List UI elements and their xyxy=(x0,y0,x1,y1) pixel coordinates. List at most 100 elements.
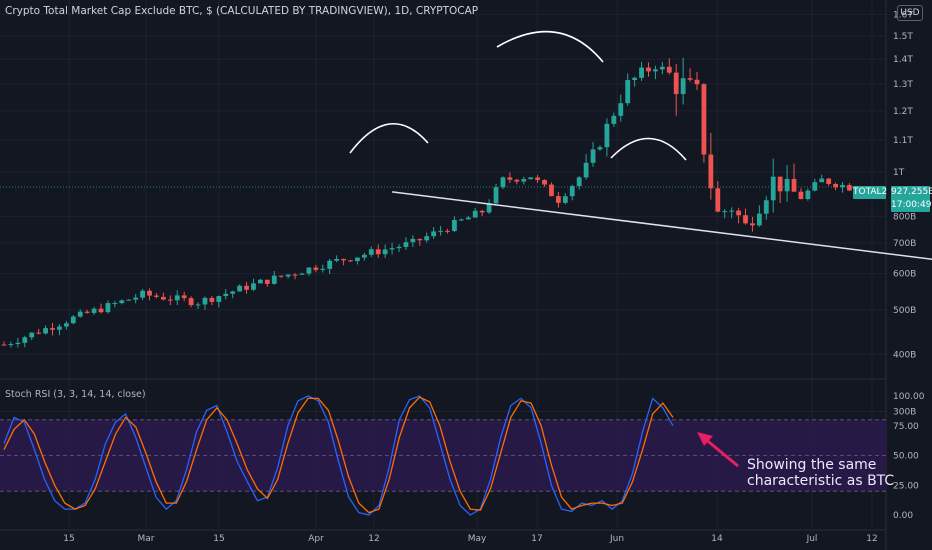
candle-body xyxy=(403,242,409,247)
candle-body xyxy=(57,326,62,330)
price-tick-label: 600B xyxy=(893,270,916,280)
candle-body xyxy=(181,295,187,299)
candle-body xyxy=(258,279,263,284)
chart-title: Crypto Total Market Cap Exclude BTC, $ (… xyxy=(5,5,479,17)
candle-body xyxy=(500,177,506,188)
candle-body xyxy=(680,78,686,95)
candle-body xyxy=(514,179,520,182)
candle-body xyxy=(160,296,166,300)
candle-body xyxy=(389,248,395,250)
candle-body xyxy=(812,182,818,191)
time-tick-label: 14 xyxy=(711,534,723,544)
stoch-d-line xyxy=(3,396,674,514)
price-tick-label: 1.2T xyxy=(893,107,913,117)
stoch-tick-label: 25.00 xyxy=(893,481,919,491)
arrow-head xyxy=(697,432,713,446)
candle-body xyxy=(653,69,658,72)
candle-body xyxy=(618,103,624,116)
price-tick-label: 1.3T xyxy=(893,80,913,90)
candle-body xyxy=(756,213,762,226)
bar-countdown: 17:00:49 xyxy=(891,200,932,210)
candle-body xyxy=(396,246,402,249)
candle-body xyxy=(625,79,631,104)
candle-body xyxy=(438,230,443,232)
candle-body xyxy=(355,257,360,262)
candle-body xyxy=(673,72,679,95)
candle-body xyxy=(736,210,741,216)
candle-body xyxy=(147,290,152,296)
candle-body xyxy=(91,308,97,313)
indicator-title[interactable]: Stoch RSI (3, 3, 14, 14, close) xyxy=(5,389,146,400)
candle-body xyxy=(791,178,797,192)
candle-body xyxy=(452,220,457,231)
candle-body xyxy=(486,203,492,213)
candle-body xyxy=(521,179,527,182)
candle-body xyxy=(708,154,714,189)
candle-body xyxy=(216,296,222,302)
candle-body xyxy=(84,311,90,313)
time-tick-label: Mar xyxy=(138,534,155,544)
candle-body xyxy=(840,185,845,188)
price-tick-label: 800B xyxy=(893,212,916,222)
price-tick-label: 1.6T xyxy=(893,10,913,20)
stoch-axis[interactable]: 100.00 75.00 50.00 25.00 0.00 xyxy=(893,392,925,521)
candle-body xyxy=(244,285,249,290)
price-tick-label: 1.5T xyxy=(893,32,913,42)
candle-body xyxy=(576,177,582,187)
candles xyxy=(1,57,852,348)
time-tick-label: Jun xyxy=(609,534,624,544)
candle-body xyxy=(666,66,672,73)
candle-body xyxy=(694,79,700,85)
candle-body xyxy=(348,260,353,262)
candle-body xyxy=(590,149,596,163)
candle-body xyxy=(313,267,319,270)
candle-body xyxy=(195,304,201,306)
candle-body xyxy=(729,210,735,212)
candle-body xyxy=(306,267,312,274)
candle-body xyxy=(167,299,173,301)
price-axis[interactable]: 1.6T 1.5T 1.4T 1.3T 1.2T 1.1T 1T 800B 700B 600B 50… xyxy=(893,10,916,417)
pattern-drawings xyxy=(349,30,932,261)
candle-body xyxy=(140,290,145,298)
candle-body xyxy=(424,236,430,241)
time-axis[interactable]: 15 Mar 15 Apr 12 May 17 Jun 14 Jul 12 xyxy=(63,534,877,544)
candle-body xyxy=(458,219,464,221)
candle-body xyxy=(805,190,811,200)
candle-body xyxy=(528,177,534,180)
price-tick-label: 700B xyxy=(893,239,916,249)
candle-body xyxy=(98,308,104,313)
candle-body xyxy=(271,275,277,284)
candle-body xyxy=(715,188,721,212)
candle-body xyxy=(202,297,208,305)
candle-body xyxy=(237,285,243,292)
time-tick-label: Jul xyxy=(806,534,818,544)
time-tick-label: 15 xyxy=(213,534,224,544)
stoch-k-line xyxy=(3,395,674,516)
candle-body xyxy=(493,187,499,204)
candle-body xyxy=(597,147,603,150)
annotation-text: Showing the same characteristic as BTC xyxy=(747,457,895,489)
candle-body xyxy=(278,275,284,277)
stoch-tick-label: 100.00 xyxy=(893,392,925,402)
candle-body xyxy=(646,67,651,72)
candle-body xyxy=(750,223,755,226)
candle-body xyxy=(549,184,554,197)
candle-body xyxy=(70,316,76,324)
candle-body xyxy=(479,210,485,213)
candle-body xyxy=(542,179,547,185)
candle-body xyxy=(639,67,644,78)
candle-body xyxy=(722,211,728,213)
candle-body xyxy=(562,196,568,203)
candle-body xyxy=(826,178,832,184)
candle-body xyxy=(299,273,305,275)
time-tick-label: 12 xyxy=(368,534,379,544)
candle-body xyxy=(556,196,561,203)
candle-body xyxy=(472,210,478,218)
currency-button[interactable]: USD xyxy=(897,5,923,21)
candle-body xyxy=(77,311,83,317)
candle-body xyxy=(112,303,118,305)
candle-body xyxy=(701,84,707,155)
left-shoulder-arc xyxy=(349,122,429,154)
candle-body xyxy=(445,230,450,232)
